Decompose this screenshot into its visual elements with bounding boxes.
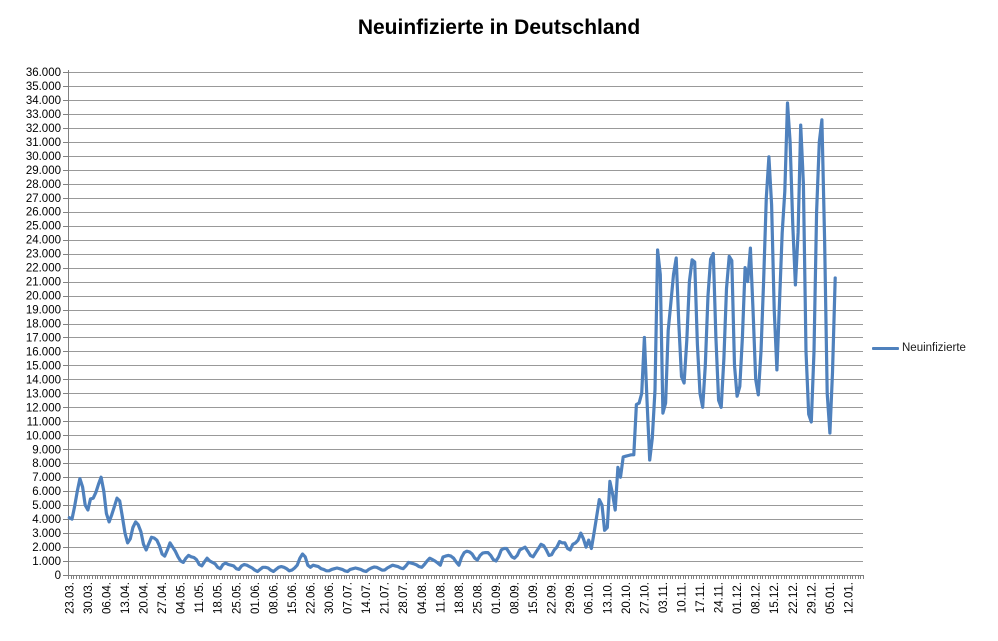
svg-text:22.06.: 22.06. [305,582,317,614]
svg-text:08.12.: 08.12. [751,582,763,614]
svg-text:28.000: 28.000 [26,179,61,191]
svg-text:23.000: 23.000 [26,249,61,261]
x-axis-labels: 23.03. 30.03. 06.04. 13.04. 20.04. 27.04. 04.0… [64,582,855,614]
svg-text:33.000: 33.000 [26,109,61,121]
gridlines [68,72,863,562]
chart-title: Neuinfizierte in Deutschland [357,16,641,39]
svg-text:31.000: 31.000 [26,137,61,149]
svg-text:32.000: 32.000 [26,123,61,135]
svg-text:28.07.: 28.07. [398,582,410,614]
svg-text:17.000: 17.000 [26,332,61,344]
svg-text:19.000: 19.000 [26,305,61,317]
svg-text:35.000: 35.000 [26,81,61,93]
svg-text:22.12.: 22.12. [788,582,800,614]
svg-text:01.12.: 01.12. [732,582,744,614]
chart-legend: Neuinfizierte [872,342,966,354]
svg-text:25.05.: 25.05. [231,582,243,614]
svg-text:21.000: 21.000 [26,277,61,289]
svg-text:30.06.: 30.06. [324,582,336,614]
svg-text:08.06.: 08.06. [268,582,280,614]
svg-text:16.000: 16.000 [26,346,61,358]
svg-text:11.05.: 11.05. [194,582,206,613]
svg-text:7.000: 7.000 [32,472,61,484]
svg-text:05.01.: 05.01. [825,582,837,614]
legend-line-marker [872,346,899,350]
legend-label: Neuinfizierte [902,342,966,354]
svg-text:29.09.: 29.09. [565,582,577,614]
svg-text:36.000: 36.000 [26,67,61,79]
svg-text:04.05.: 04.05. [176,582,188,614]
svg-text:20.000: 20.000 [26,291,61,303]
svg-text:27.04.: 27.04. [157,582,169,614]
svg-text:13.04.: 13.04. [120,582,132,614]
svg-text:11.08.: 11.08. [435,582,447,613]
svg-text:25.08.: 25.08. [472,582,484,614]
svg-text:0: 0 [55,570,61,582]
svg-text:06.04.: 06.04. [101,582,113,614]
svg-text:03.11.: 03.11. [658,582,670,613]
svg-text:34.000: 34.000 [26,95,61,107]
svg-text:01.09.: 01.09. [491,582,503,614]
svg-text:6.000: 6.000 [32,486,61,498]
svg-text:13.000: 13.000 [26,388,61,400]
svg-text:15.000: 15.000 [26,360,61,372]
svg-text:06.10.: 06.10. [584,582,596,614]
svg-text:9.000: 9.000 [32,444,61,456]
y-axis-labels: 0 1.000 2.000 3.000 4.000 5.000 6.000 7.000 8.00… [26,67,61,582]
svg-text:14.000: 14.000 [26,374,61,386]
svg-text:22.09.: 22.09. [547,582,559,614]
svg-text:24.000: 24.000 [26,235,61,247]
svg-text:26.000: 26.000 [26,207,61,219]
series-line-neuinfizierte [67,101,837,574]
svg-text:18.05.: 18.05. [213,582,225,614]
svg-text:10.000: 10.000 [26,430,61,442]
svg-text:20.10.: 20.10. [621,582,633,614]
svg-text:29.000: 29.000 [26,165,61,177]
svg-text:8.000: 8.000 [32,458,61,470]
svg-text:15.06.: 15.06. [287,582,299,614]
svg-text:25.000: 25.000 [26,221,61,233]
svg-text:13.10.: 13.10. [602,582,614,614]
svg-text:07.07.: 07.07. [343,582,355,614]
svg-text:15.12.: 15.12. [769,582,781,614]
svg-text:22.000: 22.000 [26,263,61,275]
svg-text:23.03.: 23.03. [64,582,76,614]
svg-text:14.07.: 14.07. [361,582,373,614]
svg-text:24.11.: 24.11. [714,582,726,613]
svg-text:04.08.: 04.08. [417,582,429,614]
svg-text:01.06.: 01.06. [250,582,262,614]
svg-text:5.000: 5.000 [32,500,61,512]
svg-text:10.11.: 10.11. [676,582,688,613]
svg-text:29.12.: 29.12. [806,582,818,614]
svg-text:21.07.: 21.07. [380,582,392,614]
svg-text:2.000: 2.000 [32,542,61,554]
svg-text:30.03.: 30.03. [83,582,95,614]
svg-text:12.000: 12.000 [26,402,61,414]
svg-text:4.000: 4.000 [32,514,61,526]
svg-text:18.08.: 18.08. [454,582,466,614]
svg-text:1.000: 1.000 [32,556,61,568]
svg-text:3.000: 3.000 [32,528,61,540]
svg-text:30.000: 30.000 [26,151,61,163]
svg-text:20.04.: 20.04. [139,582,151,614]
svg-text:17.11.: 17.11. [695,582,707,613]
svg-text:11.000: 11.000 [27,416,61,428]
svg-text:27.000: 27.000 [26,193,61,205]
svg-text:18.000: 18.000 [26,319,61,331]
axes [63,70,864,579]
svg-text:15.09.: 15.09. [528,582,540,614]
svg-text:12.01.: 12.01. [843,582,855,614]
svg-text:08.09.: 08.09. [510,582,522,614]
svg-text:27.10.: 27.10. [639,582,651,614]
